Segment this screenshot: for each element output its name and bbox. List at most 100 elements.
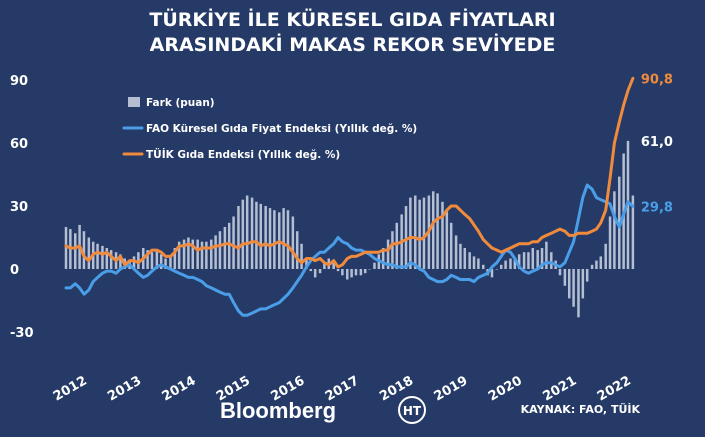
fark-bar: [309, 269, 313, 272]
fark-bar: [264, 206, 267, 269]
fark-bar: [504, 260, 507, 269]
fark-bar: [468, 252, 471, 269]
legend: Fark (puan) FAO Küresel Gıda Fiyat Endek…: [122, 97, 417, 161]
fark-bar: [82, 231, 86, 269]
fark-bar: [631, 195, 635, 269]
fark-bar: [200, 241, 204, 269]
fark-bar: [585, 269, 589, 282]
fark-bar: [599, 256, 603, 269]
fark-bar: [531, 248, 535, 269]
fark-bar: [454, 235, 458, 269]
fark-bar: [323, 262, 326, 269]
legend-label-fao: FAO Küresel Gıda Fiyat Endeksi (Yıllık d…: [146, 123, 417, 135]
series-lines: [64, 76, 635, 317]
fark-bar: [391, 231, 394, 269]
fark-bar: [137, 252, 140, 269]
fark-bar: [227, 222, 231, 269]
end-label-fao: 29,8: [641, 200, 673, 215]
fark-bar: [431, 191, 435, 269]
fark-bar: [590, 264, 594, 269]
y-tick-label: 90: [10, 74, 28, 89]
fark-bar: [350, 269, 353, 278]
fark-bar: [373, 262, 376, 269]
end-label-tuik: 90,8: [641, 72, 673, 87]
fark-bar: [105, 248, 109, 269]
fark-bar: [96, 243, 99, 269]
fark-bar: [386, 239, 390, 269]
end-labels: 90,8 61,0 29,8: [641, 72, 673, 215]
ht-logo: HT: [398, 396, 426, 424]
fark-bar: [336, 269, 340, 272]
fark-bar: [436, 193, 439, 269]
source-note: KAYNAK: FAO, TÜİK: [521, 402, 641, 416]
fark-bar: [572, 269, 575, 307]
fark-bar: [313, 269, 317, 278]
fark-bar: [259, 203, 263, 269]
fark-bar: [472, 256, 476, 269]
fark-bar: [414, 195, 417, 269]
fark-bar: [187, 237, 190, 269]
fark-bar: [191, 239, 195, 269]
fark-bar: [581, 269, 585, 299]
fark-bar: [346, 269, 349, 280]
fark-bar: [318, 269, 322, 274]
fark-bar: [223, 227, 227, 269]
fark-bar: [150, 252, 154, 269]
fark-bar: [395, 222, 399, 269]
fark-bar: [558, 269, 562, 276]
fark-bar: [305, 258, 308, 269]
fark-bar: [608, 216, 612, 269]
fark-bar: [363, 269, 367, 274]
fark-bar: [517, 254, 521, 269]
fark-bar: [132, 256, 136, 269]
fark-bar: [418, 199, 421, 269]
fark-bar: [250, 197, 254, 269]
fark-bar: [286, 210, 290, 269]
fark-bar: [196, 239, 199, 269]
fao-series-line: [64, 183, 635, 317]
tuik-series-line: [64, 76, 635, 269]
fark-bar: [164, 258, 167, 269]
y-tick-label: -30: [10, 326, 34, 341]
end-label-fark: 61,0: [641, 135, 673, 150]
fark-bar: [509, 258, 512, 269]
fark-bar: [595, 260, 598, 269]
fark-bar: [119, 254, 122, 269]
fark-bar: [87, 237, 91, 269]
fark-bar: [182, 239, 186, 269]
fark-bar: [268, 208, 272, 269]
fark-bar: [550, 252, 553, 269]
y-axis: -30 0 30 60 90: [10, 74, 34, 341]
fark-bar: [169, 256, 172, 269]
fark-bar: [332, 260, 335, 269]
fark-bar: [109, 250, 113, 269]
legend-swatch-fark: [128, 97, 140, 107]
fark-bar: [74, 233, 77, 269]
fark-bar: [214, 235, 217, 269]
fark-bar: [295, 231, 299, 269]
fark-bar: [536, 250, 539, 269]
fark-bar: [210, 239, 213, 269]
fark-bar: [341, 269, 344, 276]
chart-title-line1: TÜRKİYE İLE KÜRESEL GIDA FİYATLARI: [149, 7, 555, 31]
fark-bar: [291, 216, 295, 269]
y-tick-label: 60: [10, 137, 28, 152]
fark-bar: [441, 201, 444, 269]
fark-bar: [173, 248, 177, 269]
fark-bar: [545, 241, 548, 269]
fark-bar: [604, 243, 607, 269]
fark-bar: [495, 269, 499, 270]
fark-bar: [477, 258, 480, 269]
bloomberg-brand: Bloomberg HT: [220, 396, 426, 424]
fark-bar: [577, 269, 580, 318]
fark-bar: [409, 197, 412, 269]
fark-bar: [381, 248, 385, 269]
fark-bar: [613, 191, 616, 269]
fark-bar: [499, 264, 503, 269]
fark-bar: [64, 227, 68, 269]
ht-logo-ring: [398, 396, 426, 424]
y-tick-label: 0: [10, 263, 19, 278]
fark-bar: [540, 248, 544, 269]
fark-bar: [527, 252, 530, 269]
